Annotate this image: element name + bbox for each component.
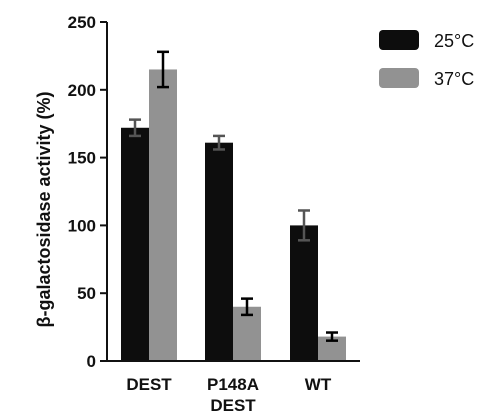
y-tick-label: 250 bbox=[68, 13, 96, 32]
x-tick-label: P148A bbox=[207, 375, 259, 394]
legend-swatch bbox=[379, 30, 419, 50]
y-axis-title: β-galactosidase activity (%) bbox=[34, 91, 54, 327]
y-ticks: 0 50 100 150 200 250 bbox=[68, 13, 107, 371]
bars-layer bbox=[121, 69, 346, 362]
y-tick-label: 100 bbox=[68, 216, 96, 235]
legend-label: 37°C bbox=[434, 69, 474, 89]
x-tick-label: DEST bbox=[126, 375, 172, 394]
legend: 25°C 37°C bbox=[379, 30, 474, 89]
error-bar bbox=[241, 297, 253, 317]
bar bbox=[121, 127, 149, 361]
error-bar bbox=[213, 134, 225, 151]
error-bars-layer bbox=[129, 50, 338, 342]
error-bar bbox=[326, 331, 338, 342]
bar bbox=[149, 69, 177, 362]
legend-swatch bbox=[379, 68, 419, 88]
error-bar bbox=[298, 209, 310, 242]
x-tick-label: WT bbox=[305, 375, 332, 394]
bar bbox=[290, 225, 318, 361]
y-tick-label: 0 bbox=[87, 352, 96, 371]
y-tick-label: 150 bbox=[68, 149, 96, 168]
y-tick-label: 50 bbox=[77, 284, 96, 303]
bar bbox=[205, 142, 233, 361]
y-tick-label: 200 bbox=[68, 81, 96, 100]
x-tick-labels: DEST P148A DEST WT bbox=[126, 375, 331, 415]
error-bar bbox=[129, 118, 141, 138]
legend-label: 25°C bbox=[434, 31, 474, 51]
error-bar bbox=[157, 50, 169, 89]
x-tick-label: DEST bbox=[210, 396, 256, 415]
